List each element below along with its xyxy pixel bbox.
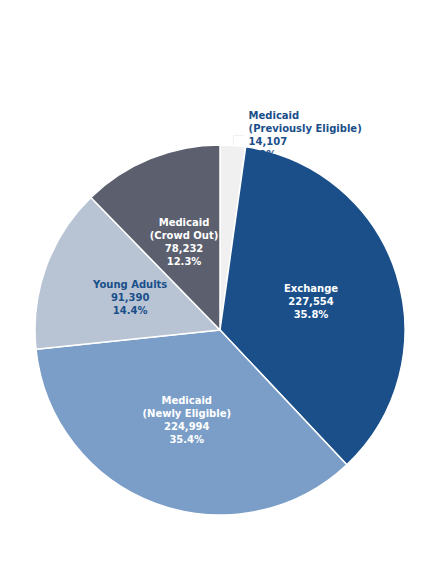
svg-text:Young Adults: Young Adults [92, 279, 167, 290]
svg-text:35.4%: 35.4% [169, 434, 204, 445]
svg-text:Medicaid: Medicaid [161, 395, 212, 406]
svg-text:227,554: 227,554 [288, 296, 334, 307]
svg-text:2.2%: 2.2% [249, 149, 277, 160]
svg-text:Medicaid: Medicaid [159, 217, 210, 228]
svg-text:35.8%: 35.8% [294, 309, 329, 320]
svg-text:(Newly Eligible): (Newly Eligible) [142, 408, 231, 419]
svg-text:14.4%: 14.4% [113, 305, 148, 316]
svg-text:14,107: 14,107 [249, 136, 288, 147]
svg-text:224,994: 224,994 [164, 421, 210, 432]
svg-text:Medicaid: Medicaid [249, 110, 300, 121]
svg-text:Exchange: Exchange [284, 283, 338, 294]
svg-text:12.3%: 12.3% [167, 256, 202, 267]
svg-text:(Previously Eligible): (Previously Eligible) [249, 123, 362, 134]
svg-text:(Crowd Out): (Crowd Out) [150, 230, 219, 241]
svg-text:91,390: 91,390 [111, 292, 150, 303]
svg-text:78,232: 78,232 [165, 243, 204, 254]
